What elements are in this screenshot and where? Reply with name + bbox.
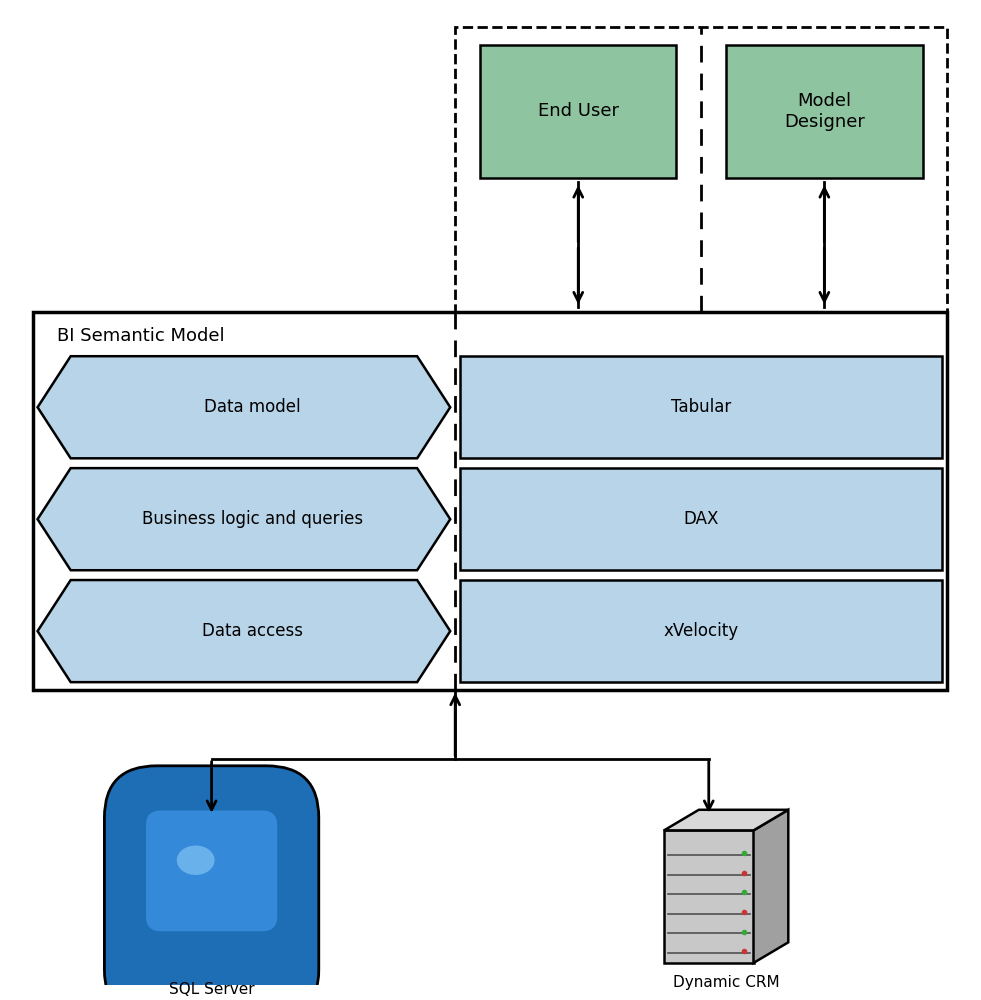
Text: End User: End User: [538, 102, 619, 120]
Bar: [460, 580, 943, 682]
Ellipse shape: [177, 846, 215, 875]
Text: xVelocity: xVelocity: [664, 622, 739, 640]
Text: Dynamic CRM: Dynamic CRM: [673, 975, 780, 990]
Text: Model
Designer: Model Designer: [784, 92, 865, 131]
Text: Business logic and queries: Business logic and queries: [141, 510, 363, 528]
Bar: [664, 830, 753, 963]
FancyBboxPatch shape: [146, 811, 278, 931]
Polygon shape: [37, 356, 450, 458]
Text: DAX: DAX: [684, 510, 719, 528]
FancyBboxPatch shape: [104, 766, 319, 1000]
Bar: [460, 356, 943, 458]
Text: Data model: Data model: [204, 398, 300, 416]
Polygon shape: [37, 468, 450, 570]
Bar: [726, 45, 922, 178]
Polygon shape: [664, 810, 789, 830]
Text: Data access: Data access: [202, 622, 303, 640]
Text: BI Semantic Model: BI Semantic Model: [58, 327, 225, 345]
Bar: [460, 468, 943, 570]
Bar: [480, 45, 677, 178]
Bar: [32, 312, 948, 690]
Polygon shape: [753, 810, 789, 963]
Text: Tabular: Tabular: [671, 398, 732, 416]
Text: SQL Server: SQL Server: [169, 982, 254, 997]
Polygon shape: [37, 580, 450, 682]
Bar: [455, 27, 948, 312]
